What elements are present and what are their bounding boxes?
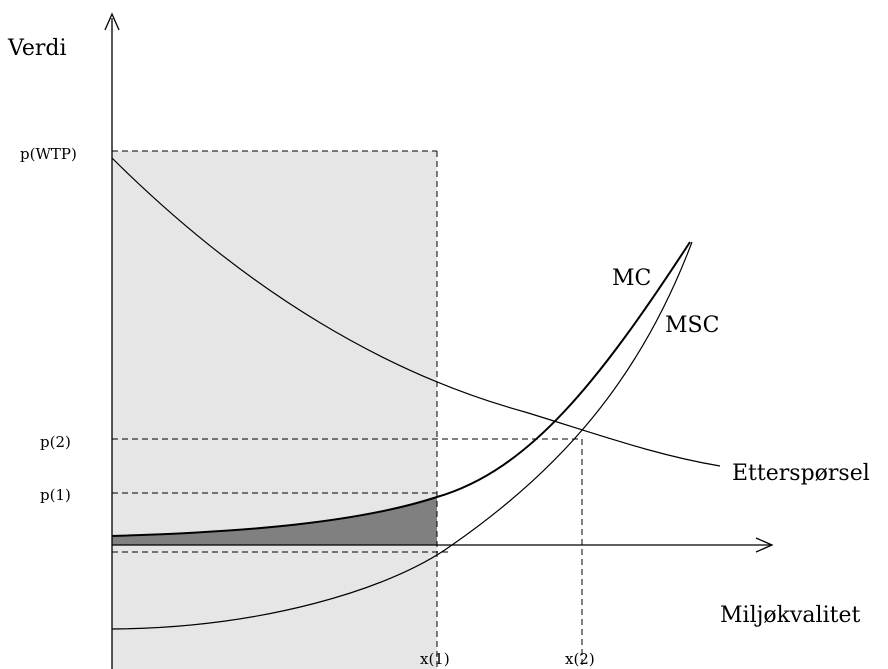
demand-curve [111,157,721,467]
x-axis-label: Miljøkvalitet [720,603,860,628]
dashed-guides [112,150,583,669]
y-axis-label: Verdi [7,36,67,61]
p1-label: p(1) [40,486,71,504]
demand-label: Etterspørsel [732,461,870,486]
x1-label: x(1) [420,650,450,668]
x2-label: x(2) [565,650,595,668]
p2-label: p(2) [40,433,71,451]
axes [104,12,774,669]
p-wtp-label: p(WTP) [20,145,77,163]
wtp-area [112,151,437,669]
msc-curve [111,241,693,630]
x-axis-arrow [755,537,774,553]
mc-label: MC [612,266,651,291]
mc-curve [111,241,691,537]
msc-label: MSC [665,313,719,338]
y-axis-arrow [104,12,120,31]
